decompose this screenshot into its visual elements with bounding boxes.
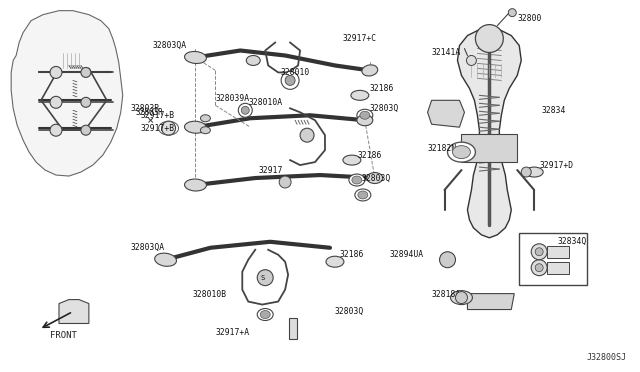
Ellipse shape — [200, 127, 211, 134]
Ellipse shape — [352, 176, 362, 184]
Text: 32803Q: 32803Q — [362, 173, 391, 183]
Ellipse shape — [355, 189, 371, 201]
Text: 32800: 32800 — [517, 14, 541, 23]
Text: 32803Q: 32803Q — [335, 307, 364, 316]
Circle shape — [50, 67, 62, 78]
Text: 32803QA: 32803QA — [131, 243, 165, 252]
Text: 328039A: 328039A — [216, 94, 250, 103]
Circle shape — [476, 25, 503, 52]
Circle shape — [521, 167, 531, 177]
Text: 328010A: 328010A — [248, 98, 282, 107]
Text: 32803R: 32803R — [136, 108, 163, 117]
Text: 32917: 32917 — [258, 166, 283, 174]
Ellipse shape — [351, 90, 369, 100]
Bar — [519, 233, 587, 285]
Ellipse shape — [367, 173, 383, 183]
Text: S: S — [260, 275, 264, 280]
Ellipse shape — [357, 109, 373, 121]
Circle shape — [535, 248, 543, 256]
Circle shape — [241, 106, 249, 114]
Circle shape — [81, 125, 91, 135]
Ellipse shape — [452, 146, 470, 158]
Circle shape — [81, 97, 91, 107]
Circle shape — [238, 103, 252, 117]
Text: 32186: 32186 — [340, 250, 364, 259]
Text: 32917+B: 32917+B — [141, 111, 175, 120]
Circle shape — [531, 244, 547, 260]
Text: 32182N: 32182N — [428, 144, 457, 153]
Ellipse shape — [184, 51, 206, 64]
Polygon shape — [461, 134, 517, 162]
Ellipse shape — [257, 308, 273, 321]
Ellipse shape — [184, 121, 207, 133]
Text: x2: x2 — [534, 263, 544, 272]
Circle shape — [50, 96, 62, 108]
Text: 32917+D: 32917+D — [539, 161, 573, 170]
Polygon shape — [467, 294, 515, 310]
Circle shape — [50, 124, 62, 136]
Circle shape — [467, 55, 476, 65]
Text: 32803QA: 32803QA — [152, 41, 187, 50]
Text: 32186: 32186 — [370, 84, 394, 93]
Text: 328010: 328010 — [280, 68, 309, 77]
Text: 32803R: 32803R — [131, 104, 160, 113]
Bar — [547, 262, 569, 274]
Text: 32917+A: 32917+A — [216, 328, 250, 337]
Circle shape — [535, 264, 543, 272]
Ellipse shape — [447, 142, 476, 162]
Text: J32800SJ: J32800SJ — [587, 353, 627, 362]
Ellipse shape — [451, 291, 472, 305]
Polygon shape — [428, 100, 465, 127]
Ellipse shape — [360, 111, 370, 119]
Text: 32141A: 32141A — [431, 48, 461, 57]
Text: 32803Q: 32803Q — [370, 104, 399, 113]
Ellipse shape — [362, 65, 378, 76]
Text: 32834Q: 32834Q — [557, 237, 586, 246]
Circle shape — [81, 67, 91, 77]
Circle shape — [456, 292, 467, 304]
Circle shape — [285, 76, 295, 86]
Polygon shape — [458, 29, 521, 238]
Circle shape — [281, 71, 299, 89]
Ellipse shape — [358, 191, 368, 199]
Circle shape — [279, 176, 291, 188]
Ellipse shape — [326, 256, 344, 267]
Ellipse shape — [184, 179, 207, 191]
Circle shape — [161, 121, 175, 135]
Circle shape — [531, 260, 547, 276]
Polygon shape — [11, 11, 123, 176]
Text: 32917+C: 32917+C — [343, 34, 377, 43]
Circle shape — [508, 9, 516, 17]
Text: 32834: 32834 — [541, 106, 566, 115]
Circle shape — [257, 270, 273, 286]
Ellipse shape — [357, 115, 373, 126]
Text: FRONT: FRONT — [49, 331, 76, 340]
Polygon shape — [59, 299, 89, 324]
Ellipse shape — [343, 155, 361, 165]
Ellipse shape — [155, 253, 177, 266]
Bar — [547, 246, 569, 258]
Bar — [289, 318, 297, 339]
Ellipse shape — [200, 115, 211, 122]
Ellipse shape — [246, 55, 260, 65]
Text: 328010B: 328010B — [193, 290, 227, 299]
Text: 32818A: 32818A — [431, 290, 461, 299]
Circle shape — [300, 128, 314, 142]
Circle shape — [440, 252, 456, 268]
Ellipse shape — [525, 167, 543, 177]
Ellipse shape — [260, 311, 270, 318]
Text: 32917+B: 32917+B — [141, 124, 175, 133]
Ellipse shape — [349, 174, 365, 186]
Text: 32894UA: 32894UA — [390, 250, 424, 259]
Text: 32186: 32186 — [358, 151, 382, 160]
